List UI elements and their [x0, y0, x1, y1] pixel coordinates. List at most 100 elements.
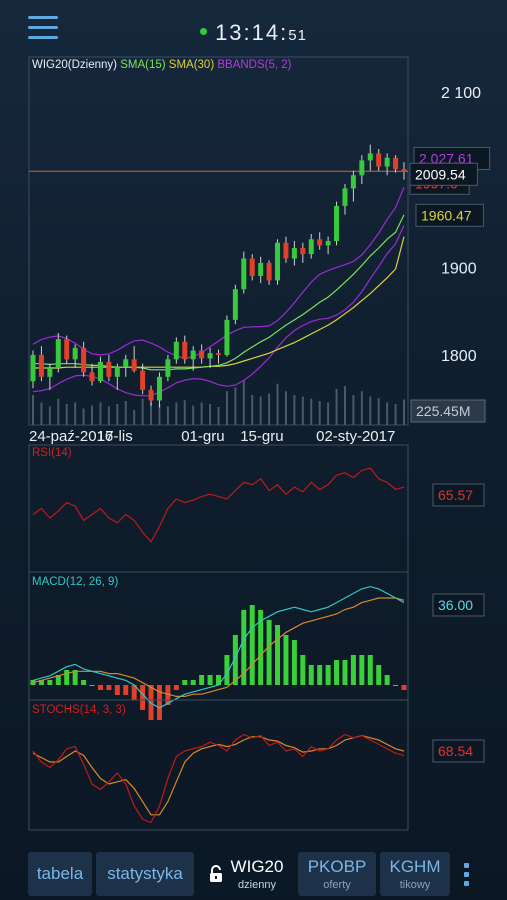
macd-histogram-bar: [291, 640, 297, 685]
tab-statystyka[interactable]: statystyka: [96, 852, 194, 896]
rsi-title: RSI(14): [32, 447, 72, 459]
candle-body: [106, 361, 112, 377]
candle-body: [350, 175, 356, 189]
candle-body: [216, 353, 221, 355]
volume-bar: [32, 395, 34, 425]
candle-body: [72, 347, 78, 360]
rsi-panel-frame: [28, 444, 409, 573]
macd-histogram-bar: [300, 655, 306, 685]
tab-kghm[interactable]: KGHM tikowy: [380, 852, 450, 896]
macd-histogram-bar: [47, 680, 53, 685]
x-tick-label: 24-paź-2016: [29, 428, 113, 445]
volume-bar: [91, 405, 94, 425]
bbands-upper-line: [32, 186, 405, 359]
macd-histogram-bar: [224, 655, 230, 685]
stochastic-value: 68.54: [438, 743, 473, 759]
candle-body: [224, 319, 230, 355]
last-price-value: 2009.54: [415, 166, 466, 182]
volume-bar: [360, 391, 363, 425]
x-tick-label: 15-gru: [240, 428, 283, 445]
candle-body: [376, 153, 382, 167]
sma30-line: [33, 236, 405, 369]
volume-bar: [225, 391, 228, 425]
macd-histogram-bar: [275, 625, 281, 685]
candle-body: [291, 248, 297, 259]
macd-histogram-bar: [190, 680, 196, 685]
candle-body: [300, 248, 306, 255]
volume-bar: [377, 398, 380, 425]
macd-histogram-bar: [350, 655, 356, 685]
volume-bar: [284, 391, 287, 425]
clock-time: 13:14: [215, 20, 281, 45]
volume-bar: [65, 404, 68, 425]
candle-body: [97, 361, 103, 382]
legend-title: WIG20(Dzienny): [32, 59, 117, 71]
macd-histogram-bar: [207, 675, 213, 685]
macd-line: [32, 585, 405, 709]
candle-body: [64, 339, 70, 360]
macd-histogram-bar: [89, 685, 95, 686]
macd-histogram-bar: [308, 665, 314, 685]
candle-body: [359, 160, 365, 176]
macd-histogram-bar: [283, 635, 289, 685]
tab-label: PKOBP: [307, 857, 367, 876]
macd-panel[interactable]: MACD(12, 26, 9) 36.00: [28, 571, 485, 720]
volume-bar: [242, 380, 245, 425]
macd-histogram-bar: [317, 665, 323, 685]
volume-bar: [301, 396, 304, 425]
tab-tabela[interactable]: tabela: [28, 852, 92, 896]
rsi-line: [32, 467, 405, 543]
macd-signal-line: [32, 597, 405, 698]
candle-body: [207, 353, 213, 359]
volume-value: 225.45M: [416, 403, 470, 419]
volume-bar: [158, 404, 161, 425]
candle-body: [131, 359, 137, 371]
candle-body: [325, 241, 331, 246]
macd-title: MACD(12, 26, 9): [32, 576, 118, 588]
macd-histogram-bar: [106, 685, 112, 690]
macd-histogram-bar: [123, 685, 129, 695]
tab-pkobp[interactable]: PKOBP oferty: [298, 852, 376, 896]
candle-body: [199, 350, 205, 359]
more-options-icon[interactable]: [454, 852, 478, 896]
tab-wig20[interactable]: WIG20 dzienny: [198, 852, 294, 896]
chart-area[interactable]: WIG20(Dzienny) SMA(15) SMA(30) BBANDS(5,…: [0, 0, 507, 848]
volume-bar: [175, 402, 178, 425]
sma15-line: [33, 214, 405, 371]
macd-histogram-bar: [64, 670, 70, 685]
volume-bar: [293, 395, 296, 425]
tab-sublabel: tikowy: [399, 879, 431, 891]
macd-value-box: [432, 593, 485, 617]
candle-body: [283, 242, 289, 259]
tab-sublabel: dzienny: [238, 879, 276, 891]
candle-body: [38, 354, 44, 377]
candle-body: [114, 367, 120, 377]
main-price-panel[interactable]: WIG20(Dzienny) SMA(15) SMA(30) BBANDS(5,…: [28, 56, 491, 445]
candle-body: [266, 262, 272, 281]
bottom-tab-bar: tabela statystyka WIG20 dzienny PKOBP ofer…: [0, 848, 507, 900]
y-tick-label: 1900: [441, 260, 477, 277]
stochastic-panel[interactable]: STOCHS(14, 3, 3) 68.54: [28, 699, 485, 831]
macd-histogram-bar: [376, 665, 382, 685]
volume-bar: [192, 405, 195, 425]
legend-sma30: SMA(30): [166, 59, 215, 71]
macd-histogram-bar: [81, 680, 87, 685]
candle-body: [334, 205, 340, 241]
candle-body: [384, 157, 390, 167]
candle-body: [30, 354, 36, 382]
macd-histogram-bar: [114, 685, 120, 695]
macd-histogram-bar: [334, 660, 340, 685]
candle-body: [367, 153, 373, 161]
candle-body: [258, 262, 264, 277]
bbands-lower-line: [32, 224, 405, 397]
volume-bar: [251, 395, 254, 425]
macd-histogram-bar: [367, 655, 373, 685]
x-tick-label: 01-gru: [181, 428, 224, 445]
stochastic-value-box: [432, 739, 485, 763]
rsi-panel[interactable]: RSI(14) 65.57: [28, 444, 485, 573]
candle-body: [89, 372, 95, 382]
volume-bar: [217, 407, 220, 425]
candle-body: [173, 341, 179, 360]
candle-body: [182, 341, 188, 360]
menu-icon[interactable]: [28, 16, 58, 40]
